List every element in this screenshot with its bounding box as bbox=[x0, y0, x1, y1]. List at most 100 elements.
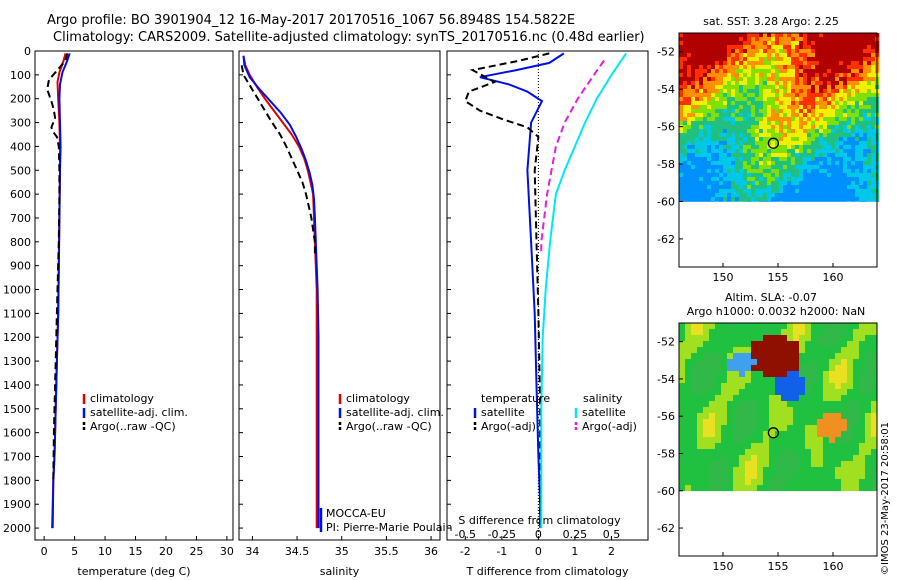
sst-map-title: sat. SST: 3.28 Argo: 2.25 bbox=[703, 15, 839, 28]
salinity-difference-tick-label: -0.5 bbox=[455, 528, 476, 541]
sla-lat-tick-label: -60 bbox=[657, 485, 675, 498]
sst-lat-tick-label: -54 bbox=[657, 83, 675, 96]
salinity-series-1 bbox=[242, 55, 320, 529]
sst-map-cells bbox=[679, 33, 880, 202]
temperature-difference-tick-label: 2 bbox=[608, 545, 615, 558]
sla-map-subtitle: Argo h1000: 0.0032 h2000: NaN bbox=[687, 305, 866, 318]
temperature-difference-tick-label: 0 bbox=[535, 545, 542, 558]
depth-tick-label: 1900 bbox=[3, 498, 31, 511]
depth-tick-label: 1600 bbox=[3, 427, 31, 440]
sla-lat-tick-label: -54 bbox=[657, 373, 675, 386]
depth-tick-label: 900 bbox=[10, 260, 31, 273]
temperature-difference-tick-label: -2 bbox=[460, 545, 471, 558]
depth-tick-label: 1200 bbox=[3, 331, 31, 344]
sst-lat-tick-label: -60 bbox=[657, 195, 675, 208]
temperature-tick-label: 0 bbox=[41, 545, 48, 558]
difference-legend-title-temperature: temperature bbox=[481, 392, 550, 405]
salinity-plot-frame bbox=[238, 50, 441, 541]
climatology-subtitle: Climatology: CARS2009. Satellite-adjuste… bbox=[53, 30, 645, 45]
timestamp-stamp: ©IMOS 23-May-2017 20:58:01 bbox=[880, 422, 891, 575]
temperature-legend-0-label: climatology bbox=[90, 392, 154, 405]
depth-tick-label: 500 bbox=[10, 164, 31, 177]
depth-tick-label: 200 bbox=[10, 93, 31, 106]
salinity-difference-tick-label: 0 bbox=[535, 528, 542, 541]
depth-tick-label: 800 bbox=[10, 236, 31, 249]
temperature-tick-label: 20 bbox=[159, 545, 173, 558]
depth-tick-label: 1300 bbox=[3, 355, 31, 368]
depth-tick-label: 1000 bbox=[3, 284, 31, 297]
salinity-legend-0-label: climatology bbox=[346, 392, 410, 405]
salinity-tick-label: 34 bbox=[245, 545, 259, 558]
salinity-series-2 bbox=[240, 65, 316, 254]
pi-annotation: PI: Pierre-Marie Poulain bbox=[326, 521, 453, 534]
salinity-difference-tick-label: 0.25 bbox=[563, 528, 588, 541]
salinity-tick-label: 36 bbox=[424, 545, 438, 558]
difference-series-2 bbox=[540, 52, 627, 529]
sst-map-frame bbox=[678, 32, 878, 268]
depth-tick-label: 2000 bbox=[3, 522, 31, 535]
temperature-difference-tick-label: 1 bbox=[571, 545, 578, 558]
depth-tick-label: 700 bbox=[10, 212, 31, 225]
depth-tick-label: 1500 bbox=[3, 403, 31, 416]
temperature-tick-label: 25 bbox=[189, 545, 203, 558]
sst-lat-tick-label: -52 bbox=[657, 46, 675, 59]
difference-legend-title-salinity: salinity bbox=[583, 392, 623, 405]
sst-argo-position-marker bbox=[767, 137, 780, 149]
platform-annotation: MOCCA-EU bbox=[326, 507, 386, 520]
sst-lon-tick-label: 155 bbox=[768, 271, 789, 284]
temperature-axis-label: temperature (deg C) bbox=[77, 565, 190, 578]
depth-tick-label: 1400 bbox=[3, 379, 31, 392]
sla-lat-tick-label: -58 bbox=[657, 447, 675, 460]
salinity-tick-label: 35 bbox=[335, 545, 349, 558]
profile-title: Argo profile: BO 3901904_12 16-May-2017 … bbox=[47, 13, 576, 28]
depth-tick-label: 400 bbox=[10, 140, 31, 153]
sla-map-cells bbox=[679, 323, 878, 492]
temperature-series-0 bbox=[51, 53, 67, 529]
depth-tick-label: 1100 bbox=[3, 307, 31, 320]
temperature-difference-tick-label: -1 bbox=[496, 545, 507, 558]
salinity-difference-axis-label: S difference from climatology bbox=[458, 514, 621, 527]
depth-tick-label: 300 bbox=[10, 117, 31, 130]
sla-map-title: Altim. SLA: -0.07 bbox=[725, 291, 817, 304]
sla-argo-position-marker bbox=[767, 427, 780, 439]
salinity-tick-label: 35.5 bbox=[374, 545, 399, 558]
sla-map-frame bbox=[678, 322, 878, 557]
depth-tick-label: 1700 bbox=[3, 451, 31, 464]
difference-legend-1-label: Argo(-adj) bbox=[481, 420, 536, 433]
sla-lon-tick-label: 160 bbox=[823, 560, 844, 573]
difference-plot-frame bbox=[446, 50, 649, 541]
salinity-difference-tick-label: 0.5 bbox=[603, 528, 621, 541]
sla-lon-tick-label: 150 bbox=[713, 560, 734, 573]
temperature-legend-2-label: Argo(..raw -QC) bbox=[90, 420, 176, 433]
sst-lon-tick-label: 150 bbox=[713, 271, 734, 284]
salinity-axis-label: salinity bbox=[320, 565, 360, 578]
sst-lat-tick-label: -58 bbox=[657, 158, 675, 171]
temperature-legend-1-label: satellite-adj. clim. bbox=[90, 406, 188, 419]
sla-lat-tick-label: -52 bbox=[657, 336, 675, 349]
temperature-tick-label: 10 bbox=[98, 545, 112, 558]
temperature-plot-frame bbox=[34, 50, 234, 541]
sla-lon-tick-label: 155 bbox=[768, 560, 789, 573]
salinity-tick-label: 34.5 bbox=[285, 545, 310, 558]
temperature-series-2 bbox=[46, 53, 69, 481]
sla-lat-tick-label: -56 bbox=[657, 410, 675, 423]
temperature-difference-axis-label: T difference from climatology bbox=[466, 565, 629, 578]
depth-tick-label: 1800 bbox=[3, 474, 31, 487]
difference-legend-2-label: satellite bbox=[582, 406, 626, 419]
temperature-tick-label: 15 bbox=[129, 545, 143, 558]
sst-lon-tick-label: 160 bbox=[823, 271, 844, 284]
salinity-legend-2-label: Argo(..raw -QC) bbox=[346, 420, 432, 433]
depth-tick-label: 0 bbox=[24, 45, 31, 58]
sst-lat-tick-label: -62 bbox=[657, 233, 675, 246]
difference-legend-0-label: satellite bbox=[481, 406, 525, 419]
difference-legend-3-label: Argo(-adj) bbox=[582, 420, 637, 433]
salinity-legend-1-label: satellite-adj. clim. bbox=[346, 406, 444, 419]
depth-tick-label: 600 bbox=[10, 188, 31, 201]
temperature-series-1 bbox=[51, 53, 71, 529]
temperature-tick-label: 30 bbox=[220, 545, 234, 558]
difference-series-0 bbox=[479, 52, 565, 529]
difference-series-3 bbox=[540, 59, 605, 254]
salinity-difference-tick-label: -0.25 bbox=[488, 528, 516, 541]
sla-lat-tick-label: -62 bbox=[657, 522, 675, 535]
